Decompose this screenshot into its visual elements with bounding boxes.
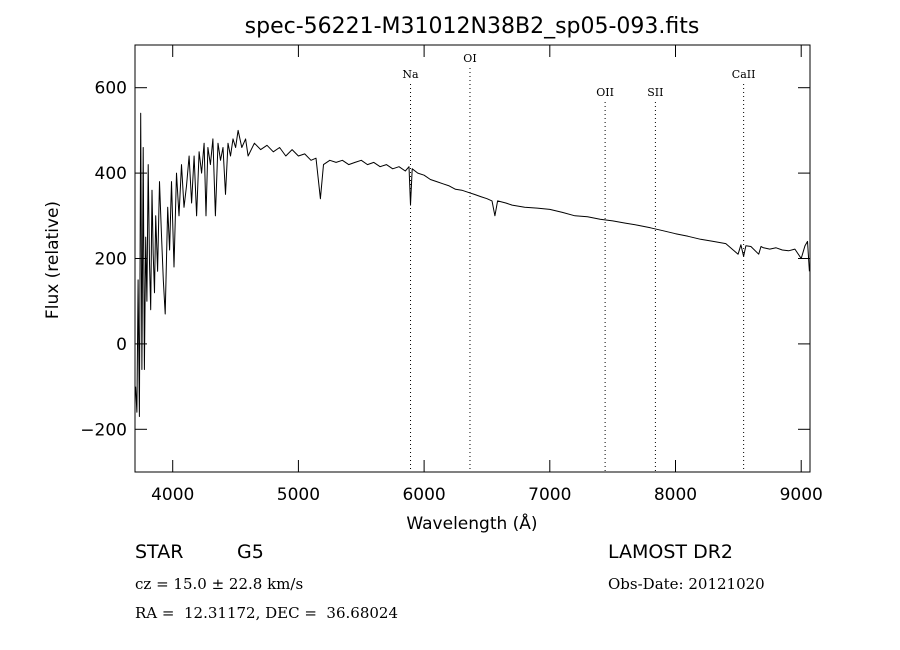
spectral-subclass: G5 <box>237 541 264 563</box>
spectrum-series <box>135 112 810 417</box>
spectrum-line-0 <box>135 112 810 417</box>
x-tick-label-5: 9000 <box>780 485 823 505</box>
x-tick-label-0: 4000 <box>151 485 194 505</box>
y-tick-label-0: −200 <box>80 420 127 440</box>
y-tick-label-4: 600 <box>95 79 127 99</box>
y-axis-label: Flux (relative) <box>43 201 63 319</box>
line-marker-label-na: Na <box>402 68 419 81</box>
redshift-velocity: cz = 15.0 ± 22.8 km/s <box>135 575 304 593</box>
object-type: STAR <box>135 541 184 563</box>
x-tick-label-4: 8000 <box>654 485 697 505</box>
plot-frame <box>134 44 811 473</box>
x-tick-label-3: 7000 <box>528 485 571 505</box>
x-tick-label-1: 5000 <box>277 485 320 505</box>
sky-coordinates: RA = 12.31172, DEC = 36.68024 <box>135 604 399 622</box>
line-marker-label-oii: OII <box>596 86 614 99</box>
line-marker-label-sii: SII <box>647 86 663 99</box>
axis-ticks: 4000 5000 6000 7000 8000 9000 −200 0 200 400 600 <box>80 45 823 505</box>
y-tick-label-2: 200 <box>95 250 127 270</box>
emission-line-markers: Na OI OII SII CaII <box>402 52 755 472</box>
line-marker-label-caii: CaII <box>732 68 756 81</box>
chart-title: spec-56221-M31012N38B2_sp05-093.fits <box>245 14 700 39</box>
y-tick-label-1: 0 <box>116 335 127 355</box>
line-marker-label-oi: OI <box>463 52 476 65</box>
y-tick-label-3: 400 <box>95 164 127 184</box>
survey-name: LAMOST DR2 <box>608 541 733 563</box>
x-axis-label: Wavelength (Å) <box>406 512 537 534</box>
x-tick-label-2: 6000 <box>402 485 445 505</box>
observation-date: Obs-Date: 20121020 <box>608 575 765 593</box>
